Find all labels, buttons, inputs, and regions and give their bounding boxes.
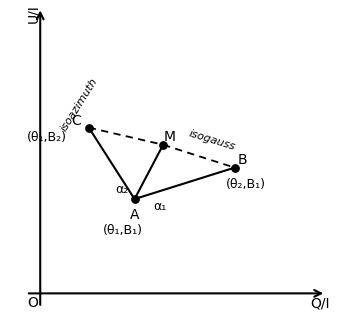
Text: (θ₁,B₂): (θ₁,B₂) [27, 131, 67, 144]
Point [132, 197, 137, 202]
Text: O: O [28, 296, 38, 310]
Text: A: A [130, 208, 139, 222]
Text: M: M [163, 130, 175, 144]
Text: α₂: α₂ [115, 182, 128, 196]
Text: isoazimuth: isoazimuth [58, 76, 99, 133]
Text: B: B [238, 153, 247, 167]
Text: (θ₁,B₁): (θ₁,B₁) [103, 224, 143, 237]
Text: (θ₂,B₁): (θ₂,B₁) [226, 178, 266, 191]
Text: isogauss: isogauss [187, 129, 236, 152]
Text: C: C [71, 114, 81, 128]
Point [160, 142, 166, 147]
Point [232, 165, 237, 170]
Text: U/I: U/I [26, 4, 40, 23]
Point [86, 125, 92, 130]
Text: Q/I: Q/I [310, 296, 330, 310]
Text: α₁: α₁ [154, 200, 167, 213]
